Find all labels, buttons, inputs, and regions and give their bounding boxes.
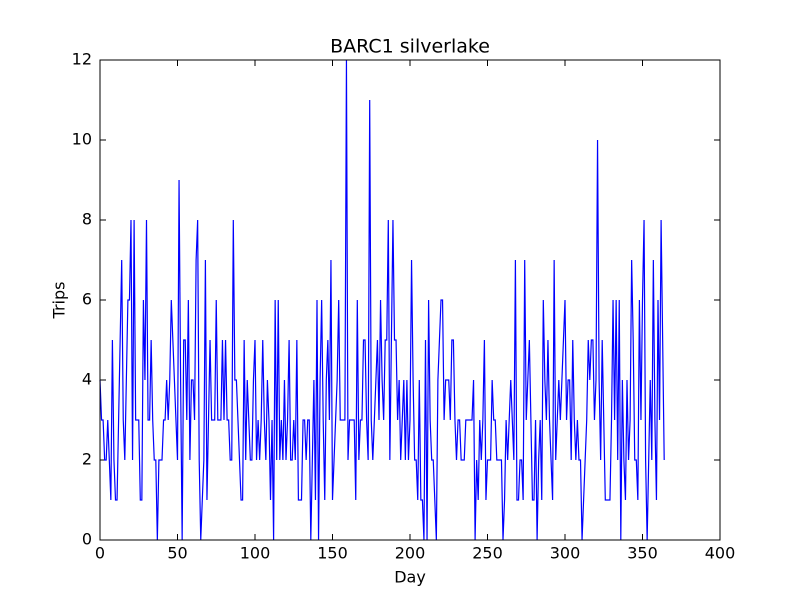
x-tick-label: 150 [317,544,348,563]
y-axis-label: Trips [50,282,69,320]
y-tick-label: 10 [72,130,92,149]
y-tick-label: 12 [72,50,92,69]
y-tick-label: 6 [82,290,92,309]
y-tick-label: 8 [82,210,92,229]
y-tick-label: 4 [82,370,92,389]
y-tick-label: 2 [82,450,92,469]
y-tick-label: 0 [82,530,92,549]
x-tick-label: 350 [627,544,658,563]
x-tick-label: 300 [550,544,581,563]
x-tick-label: 100 [240,544,271,563]
x-axis-label: Day [394,568,426,587]
plot-frame [99,59,721,541]
x-tick-label: 250 [472,544,503,563]
chart-title: BARC1 silverlake [330,36,490,58]
x-tick-label: 50 [167,544,187,563]
x-tick-label: 400 [705,544,736,563]
data-line [99,59,665,541]
x-tick-label: 0 [95,544,105,563]
x-tick-label: 200 [395,544,426,563]
